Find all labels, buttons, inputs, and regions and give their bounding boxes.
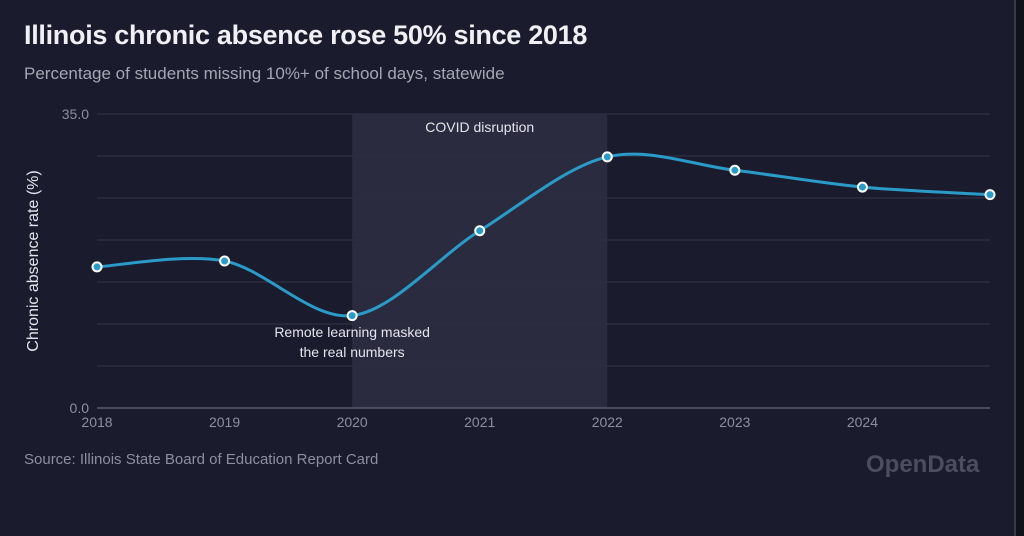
y-tick-label: 35.0 bbox=[62, 106, 89, 122]
series-line bbox=[96, 152, 991, 318]
x-tick-label: 2023 bbox=[719, 414, 750, 430]
chart-title: Illinois chronic absence rose 50% since … bbox=[24, 20, 588, 50]
x-tick-label: 2022 bbox=[592, 414, 623, 430]
y-axis-label: Chronic absence rate (%) bbox=[25, 170, 42, 351]
chart-subtitle: Percentage of students missing 10%+ of s… bbox=[24, 64, 505, 83]
x-tick-label: 2018 bbox=[81, 414, 112, 430]
shaded-region-label: COVID disruption bbox=[425, 119, 534, 135]
data-point bbox=[984, 189, 996, 201]
x-tick-label: 2020 bbox=[337, 414, 368, 430]
covid-shaded-region bbox=[352, 114, 608, 408]
x-tick-label: 2019 bbox=[209, 414, 240, 430]
annotation-text: Remote learning masked bbox=[274, 324, 430, 340]
brand-logo: OpenData bbox=[866, 451, 980, 478]
y-tick-label: 0.0 bbox=[70, 400, 90, 416]
x-tick-label: 2021 bbox=[464, 414, 495, 430]
source-note: Source: Illinois State Board of Educatio… bbox=[24, 451, 379, 468]
data-point bbox=[856, 181, 868, 193]
annotation-text: the real numbers bbox=[300, 344, 405, 360]
data-point bbox=[474, 225, 486, 237]
x-tick-label: 2024 bbox=[847, 414, 878, 430]
data-point bbox=[601, 151, 613, 163]
data-point bbox=[346, 310, 358, 322]
data-point bbox=[729, 164, 741, 176]
data-point bbox=[91, 261, 103, 273]
data-point bbox=[219, 255, 231, 267]
